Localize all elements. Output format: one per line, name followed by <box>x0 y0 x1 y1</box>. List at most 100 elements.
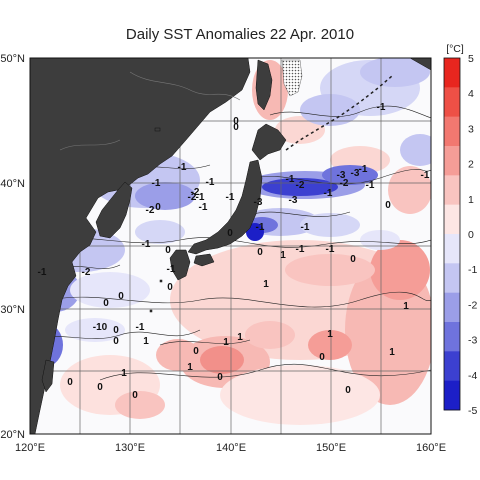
colorbar-swatch <box>444 116 460 147</box>
contour-value-label: 0 <box>257 247 263 258</box>
kamchatka <box>409 58 431 71</box>
contour-value-label: 0 <box>155 202 161 213</box>
contour-value-label: 1 <box>403 301 409 312</box>
contour-value-label: -1 <box>366 180 375 191</box>
contour-value-label: 0 <box>217 372 223 383</box>
colorbar-swatches <box>444 58 460 411</box>
colorbar-tick-label: -5 <box>468 405 477 417</box>
contour-value-label: 1 <box>223 337 229 348</box>
contour-value-label: -1 <box>199 202 208 213</box>
contour-value-label: -2 <box>296 180 305 191</box>
colorbar-swatch <box>444 234 460 264</box>
colorbar-swatch <box>444 380 460 411</box>
contour-value-label: -3 <box>254 197 263 208</box>
y-tick-label: 50°N <box>0 53 25 65</box>
x-tick-label: 120°E <box>15 442 45 454</box>
x-tick-label: 160°E <box>416 442 446 454</box>
small-island <box>149 309 153 313</box>
colorbar-swatch <box>444 263 460 293</box>
y-tick-label: 20°N <box>0 429 25 441</box>
figure-title: Daily SST Anomalies 22 Apr. 2010 <box>125 26 355 43</box>
colorbar-tick-label: -3 <box>468 335 477 347</box>
contour-value-label: 1 <box>143 336 149 347</box>
colorbar-ticks: 5 4 3 2 1 0 -1 -2 -3 -4 -5 <box>468 53 477 417</box>
korean-peninsula <box>95 181 133 239</box>
contour-value-label: -1 <box>296 244 305 255</box>
small-island <box>159 279 163 283</box>
colorbar-tick-label: 4 <box>468 88 474 100</box>
asian-mainland <box>30 58 251 434</box>
contour-value-label: -1 <box>421 170 430 181</box>
contour-value-label: -2 <box>146 205 155 216</box>
contour-value-label: -1 <box>326 244 335 255</box>
colorbar-swatch <box>444 322 460 352</box>
contour-value-label: -3 <box>351 168 360 179</box>
colorbar-tick-label: 1 <box>468 194 474 206</box>
contour-labels: 0-1-10-1-1-1-2-1-2-2-1-3 -3-2-1-1-3-1-2-3… <box>38 102 430 401</box>
contour-value-label: 0 <box>165 245 171 256</box>
colorbar-tick-label: -4 <box>468 370 477 382</box>
contour-value-label: 1 <box>237 332 243 343</box>
y-tick-label: 30°N <box>0 304 25 316</box>
contour-value-label: 0 <box>233 122 239 133</box>
contour-value-label: 1 <box>263 279 269 290</box>
contour-value-label: 1 <box>121 368 127 379</box>
contour-value-label: -1 <box>206 177 215 188</box>
contour-value-label: 0 <box>113 325 119 336</box>
land-masses <box>30 58 431 434</box>
y-axis: 20°N 30°N 40°N 50°N <box>0 53 25 441</box>
honshu <box>187 159 263 255</box>
contour-value-label: 0 <box>193 346 199 357</box>
colorbar-tick-label: 5 <box>468 53 474 65</box>
colorbar-swatch <box>444 292 460 323</box>
rivers <box>59 71 241 151</box>
contour-value-label: -1 <box>286 174 295 185</box>
contour-value-label: 0 <box>345 385 351 396</box>
hokkaido <box>251 123 287 161</box>
contour-value-label: 0 <box>227 228 233 239</box>
contour-value-label: 0 <box>97 382 103 393</box>
contour-value-label: -2 <box>188 192 197 203</box>
contour-value-label: -1 <box>377 102 386 113</box>
contour-value-label: -10 <box>93 322 108 333</box>
contour-value-label: -1 <box>38 267 47 278</box>
colorbar-frame <box>443 57 461 411</box>
colorbar-swatch <box>444 58 460 88</box>
small-island <box>154 127 161 132</box>
contour-value-label: -1 <box>152 178 161 189</box>
contour-value-label: 0 <box>132 390 138 401</box>
colorbar-tick-label: 3 <box>468 123 474 135</box>
colorbar-unit: [°C] <box>446 43 464 55</box>
colorbar: [°C] 5 4 3 2 1 0 -1 -2 -3 -4 -5 <box>443 43 477 417</box>
contour-value-label: -3 <box>289 195 298 206</box>
colorbar-tick-label: 0 <box>468 229 474 241</box>
taiwan <box>41 359 55 393</box>
contour-value-label: 1 <box>187 362 193 373</box>
contour-value-label: -1 <box>324 188 333 199</box>
contour-value-label: -1 <box>359 164 368 175</box>
contour-value-label: -2 <box>82 267 91 278</box>
sea-ice-area <box>281 59 303 97</box>
colorbar-swatch <box>444 204 460 235</box>
contour-value-label: 0 <box>113 336 119 347</box>
colorbar-swatch <box>444 87 460 117</box>
contour-value-label: 1 <box>389 347 395 358</box>
contour-value-label: -1 <box>226 192 235 203</box>
contour-value-label: -3 <box>337 170 346 181</box>
contour-value-label: -1 <box>167 264 176 275</box>
shikoku <box>193 253 215 267</box>
contour-value-label: -1 <box>256 222 265 233</box>
contour-value-label: -2 <box>340 178 349 189</box>
sakhalin <box>255 59 273 111</box>
colorbar-swatch <box>444 351 460 381</box>
colorbar-swatch <box>444 146 460 176</box>
colorbar-tick-label: -1 <box>468 264 477 276</box>
contour-value-label: 0 <box>67 377 73 388</box>
y-tick-label: 40°N <box>0 178 25 190</box>
x-axis: 120°E 130°E 140°E 150°E 160°E <box>15 442 446 454</box>
contour-value-label: -2 <box>191 187 200 198</box>
contour-value-label: 0 <box>385 200 391 211</box>
colorbar-tick-label: 2 <box>468 159 474 171</box>
contour-value-label: 0 <box>118 291 124 302</box>
